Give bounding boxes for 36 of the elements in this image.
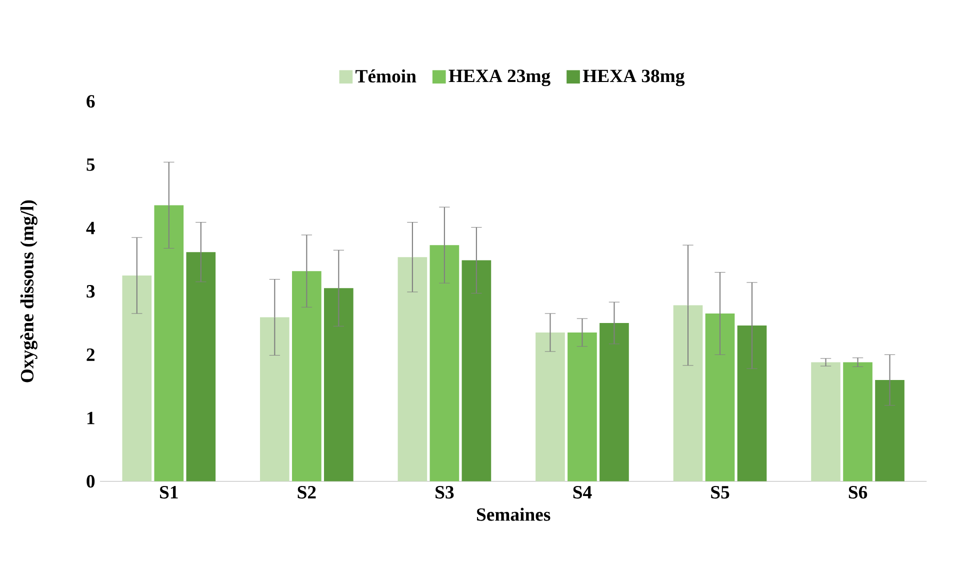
bar — [260, 317, 290, 482]
x-tick-label: S1 — [160, 486, 178, 499]
bar — [154, 205, 184, 482]
bar — [462, 260, 492, 482]
bar — [875, 380, 904, 482]
bar — [811, 362, 840, 482]
legend-label: Témoin — [356, 70, 416, 83]
x-tick-label: S5 — [711, 486, 730, 499]
bar — [737, 326, 767, 482]
y-axis-title: Oxygène dissous (mg/l) — [20, 200, 38, 382]
y-tick-label: 3 — [86, 285, 95, 298]
bar — [324, 288, 354, 482]
bar — [600, 323, 629, 482]
y-tick-label: 2 — [86, 348, 94, 362]
x-tick-label: S6 — [848, 486, 868, 499]
bar — [568, 332, 597, 482]
y-tick-label: 4 — [86, 222, 95, 234]
x-axis-title: Semaines — [477, 508, 550, 522]
y-tick-label: 0 — [86, 475, 95, 488]
y-tick-label: 1 — [87, 412, 94, 424]
y-tick-label: 6 — [86, 95, 95, 108]
legend-label: HEXA 38mg — [582, 70, 685, 86]
bar — [843, 362, 872, 482]
bar — [122, 276, 152, 482]
bar — [705, 314, 735, 482]
bar — [398, 257, 428, 482]
y-tick-label: 5 — [86, 158, 95, 172]
bar — [536, 332, 565, 482]
bar — [292, 271, 322, 482]
x-tick-label: S4 — [573, 486, 592, 499]
x-tick-label: S2 — [298, 486, 316, 499]
legend-label: HEXA 23mg — [448, 70, 550, 86]
bar — [186, 252, 216, 482]
bar — [430, 245, 460, 482]
x-tick-label: S3 — [436, 486, 454, 499]
bar — [673, 305, 703, 482]
